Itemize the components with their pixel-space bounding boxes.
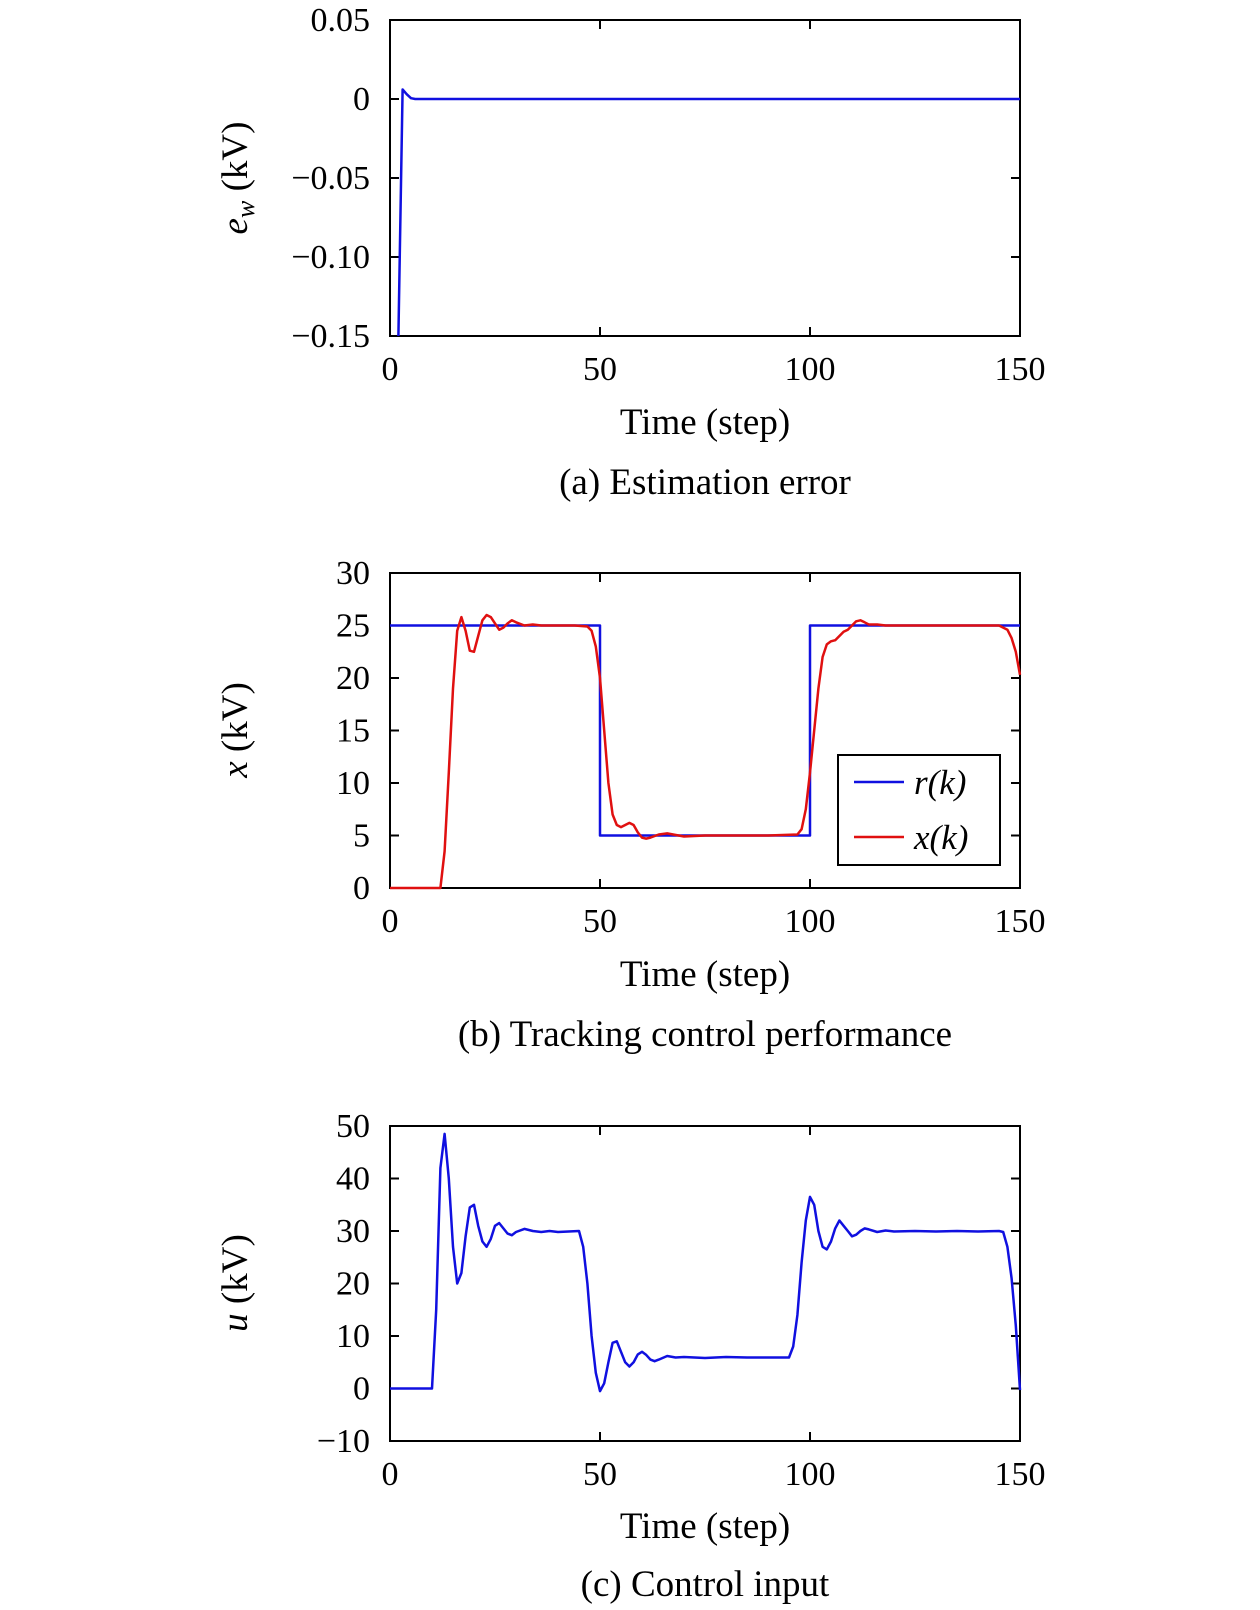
y-tick-label-b: 20 <box>336 660 370 697</box>
y-axis-label-unit-c: (kV) <box>215 1234 256 1313</box>
legend-label-x: x(k) <box>913 818 968 857</box>
x-tick-label-b: 0 <box>382 903 399 940</box>
series-a <box>397 88 1020 337</box>
y-axis-label-main-c: u <box>215 1313 256 1332</box>
x-axis-label-b: Time (step) <box>620 954 790 995</box>
y-tick-label-b: 15 <box>336 713 370 750</box>
y-tick-label-b: 30 <box>336 555 370 592</box>
plot-area-a <box>389 19 1021 337</box>
y-tick-label-c: 20 <box>336 1266 370 1303</box>
x-tick-label-a: 0 <box>382 351 399 388</box>
y-tick-label-a: −0.05 <box>291 160 370 197</box>
y-axis-label-b: x (kV) <box>215 682 256 779</box>
x-axis-label-text-a: Time (step) <box>620 402 790 443</box>
y-tick-label-a: 0.05 <box>311 2 371 39</box>
y-tick-label-c: 50 <box>336 1108 370 1145</box>
y-tick-label-b: 0 <box>353 870 370 907</box>
y-tick-label-c: 0 <box>353 1371 370 1408</box>
y-axis-label-unit-a: (kV) <box>215 122 256 201</box>
series-c <box>390 1132 1022 1393</box>
y-tick-label-a: −0.10 <box>291 239 370 276</box>
x-tick-label-c: 0 <box>382 1456 399 1493</box>
y-axis-label-a: ew (kV) <box>215 122 260 235</box>
x-tick-label-c: 100 <box>785 1456 836 1493</box>
y-tick-label-c: 10 <box>336 1318 370 1355</box>
series-line-c-0 <box>390 1132 1022 1393</box>
y-axis-label-sub-a: w <box>231 200 260 218</box>
y-tick-label-a: 0 <box>353 81 370 118</box>
caption-c: (c) Control input <box>581 1564 830 1605</box>
x-tick-label-a: 50 <box>583 351 617 388</box>
series-line-a-0 <box>397 88 1020 337</box>
panel-a: 0 50 100 150 0.05 0 −0.05 −0.10 −0.15 Time (step… <box>215 2 1046 503</box>
x-tick-label-b: 50 <box>583 903 617 940</box>
x-axis-label-a: Time (step) <box>620 402 790 443</box>
series-b <box>390 613 1022 890</box>
ticks-a: 0 50 100 150 0.05 0 −0.05 −0.10 −0.15 <box>291 2 1045 388</box>
y-axis-label-unit-b: (kV) <box>215 682 256 761</box>
x-tick-label-c: 50 <box>583 1456 617 1493</box>
y-tick-label-b: 5 <box>353 818 370 855</box>
y-tick-label-c: 40 <box>336 1161 370 1198</box>
y-tick-label-b: 10 <box>336 765 370 802</box>
y-tick-label-a: −0.15 <box>291 318 370 355</box>
x-axis-label-c: Time (step) <box>620 1506 790 1547</box>
y-tick-label-c: 30 <box>336 1213 370 1250</box>
caption-a: (a) Estimation error <box>559 462 851 503</box>
y-tick-label-c: −10 <box>317 1423 370 1460</box>
legend-b: r(k) x(k) <box>837 754 1001 866</box>
caption-b: (b) Tracking control performance <box>458 1014 952 1055</box>
y-tick-label-b: 25 <box>336 608 370 645</box>
x-tick-label-a: 100 <box>785 351 836 388</box>
y-axis-label-main-b: x <box>215 761 256 779</box>
x-tick-label-a: 150 <box>995 351 1046 388</box>
y-axis-label-main-a: e <box>215 218 256 234</box>
x-tick-label-c: 150 <box>995 1456 1046 1493</box>
series-line-b-xk <box>390 613 1022 890</box>
x-tick-label-b: 150 <box>995 903 1046 940</box>
y-axis-label-c: u (kV) <box>215 1234 256 1332</box>
legend-box <box>837 754 1001 866</box>
legend-label-r: r(k) <box>914 763 966 802</box>
x-tick-label-b: 100 <box>785 903 836 940</box>
plot-area-c <box>389 1125 1021 1442</box>
